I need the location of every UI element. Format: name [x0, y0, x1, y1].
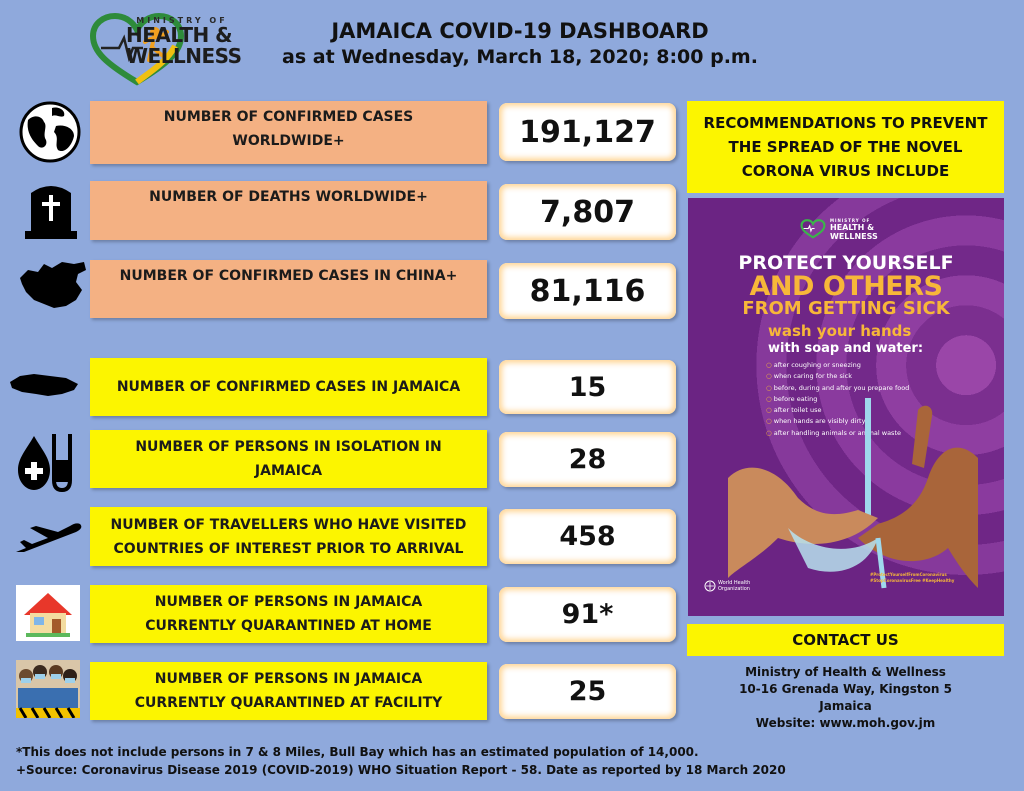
poster-headline-3: FROM GETTING SICK: [742, 298, 950, 319]
china-map-icon: [20, 262, 86, 308]
page-title: JAMAICA COVID-19 DASHBOARD: [331, 19, 709, 43]
logo-health: HEALTH: [126, 23, 209, 47]
stat-value-facility-quarantine: 25: [499, 664, 676, 719]
tombstone-icon: [25, 186, 77, 239]
contact-heading: CONTACT US: [687, 624, 1004, 656]
contact-country: Jamaica: [819, 699, 872, 713]
poster-tip: before, during and after you prepare foo…: [766, 383, 910, 394]
poster-tip: after toilet use: [766, 405, 909, 416]
footnotes: *This does not include persons in 7 & 8 …: [16, 743, 786, 779]
dashboard-title-block: JAMAICA COVID-19 DASHBOARD as at Wednesd…: [240, 18, 800, 70]
logo-ampersand: &: [215, 23, 233, 47]
poster-logo-ministry: MINISTRY OF: [830, 218, 871, 223]
masked-people-icon: [16, 660, 80, 718]
poster-hashtags: #ProtectYourselfFromCoronavirus #StopCor…: [870, 572, 955, 583]
globe-icon: [19, 101, 81, 163]
poster-tip: when hands are visibly dirty: [766, 416, 909, 427]
poster-tip: before eating: [766, 394, 909, 405]
poster-headline-1: PROTECT YOURSELF: [738, 252, 954, 274]
stat-value-jamaica-cases: 15: [499, 360, 676, 414]
poster-tip: after handling animals or animal waste: [766, 428, 909, 439]
contact-website[interactable]: Website: www.moh.gov.jm: [755, 716, 936, 730]
poster-wash-title: wash your hands: [768, 322, 912, 340]
contact-org: Ministry of Health & Wellness: [745, 665, 946, 679]
logo-wordmark: MINISTRY OF HEALTH & WELLNESS: [126, 16, 256, 67]
stat-value-worldwide-deaths: 7,807: [499, 184, 676, 240]
logo-wellness: WELLNESS: [126, 44, 242, 68]
stat-label-china-cases: NUMBER OF CONFIRMED CASES IN CHINA+: [90, 260, 487, 318]
blood-test-tube-icon: [18, 434, 72, 492]
stat-label-worldwide-cases: NUMBER OF CONFIRMED CASES WORLDWIDE+: [90, 101, 487, 164]
jamaica-map-icon: [10, 374, 78, 396]
contact-address: 10-16 Grenada Way, Kingston 5: [739, 682, 952, 696]
handwashing-poster: MINISTRY OF HEALTH & WELLNESS PROTECT YO…: [688, 198, 1004, 616]
poster-logo: MINISTRY OF HEALTH & WELLNESS: [800, 218, 900, 242]
stat-label-isolation: NUMBER OF PERSONS IN ISOLATION IN JAMAIC…: [90, 430, 487, 488]
washing-hands-illustration: [728, 398, 978, 589]
stat-label-home-quarantine: NUMBER OF PERSONS IN JAMAICA CURRENTLY Q…: [90, 585, 487, 643]
who-label: World Health Organization: [718, 580, 751, 592]
footnote-source: +Source: Coronavirus Disease 2019 (COVID…: [16, 763, 786, 777]
poster-wash-subtitle: with soap and water:: [768, 341, 924, 356]
poster-logo-wellness: WELLNESS: [830, 232, 878, 241]
logo-ministry-of: MINISTRY OF: [136, 16, 228, 25]
house-icon: [16, 585, 80, 641]
footnote-quarantine: *This does not include persons in 7 & 8 …: [16, 745, 699, 759]
contact-info: Ministry of Health & Wellness 10-16 Gren…: [687, 664, 1004, 732]
airplane-icon: [16, 523, 82, 552]
poster-logo-health: HEALTH &: [830, 223, 875, 232]
stat-label-travellers: NUMBER OF TRAVELLERS WHO HAVE VISITED CO…: [90, 507, 487, 566]
stat-value-worldwide-cases: 191,127: [499, 103, 676, 161]
stat-label-jamaica-cases: NUMBER OF CONFIRMED CASES IN JAMAICA: [90, 358, 487, 416]
stat-value-travellers: 458: [499, 509, 676, 564]
poster-tip: when caring for the sick: [766, 371, 909, 382]
stat-value-china-cases: 81,116: [499, 263, 676, 319]
stat-value-isolation: 28: [499, 432, 676, 487]
recommendations-heading: RECOMMENDATIONS TO PREVENT THE SPREAD OF…: [687, 101, 1004, 193]
who-logo-icon: [704, 580, 716, 592]
moh-logo: [89, 12, 185, 86]
stat-value-home-quarantine: 91*: [499, 587, 676, 642]
poster-logo-heart-icon: [800, 219, 826, 239]
poster-tip: after coughing or sneezing: [766, 360, 909, 371]
stat-label-facility-quarantine: NUMBER OF PERSONS IN JAMAICA CURRENTLY Q…: [90, 662, 487, 720]
poster-headline-2: AND OTHERS: [749, 271, 943, 302]
stat-label-worldwide-deaths: NUMBER OF DEATHS WORLDWIDE+: [90, 181, 487, 240]
poster-tips-list: after coughing or sneezing when caring f…: [766, 360, 910, 439]
page-subtitle: as at Wednesday, March 18, 2020; 8:00 p.…: [282, 46, 758, 68]
